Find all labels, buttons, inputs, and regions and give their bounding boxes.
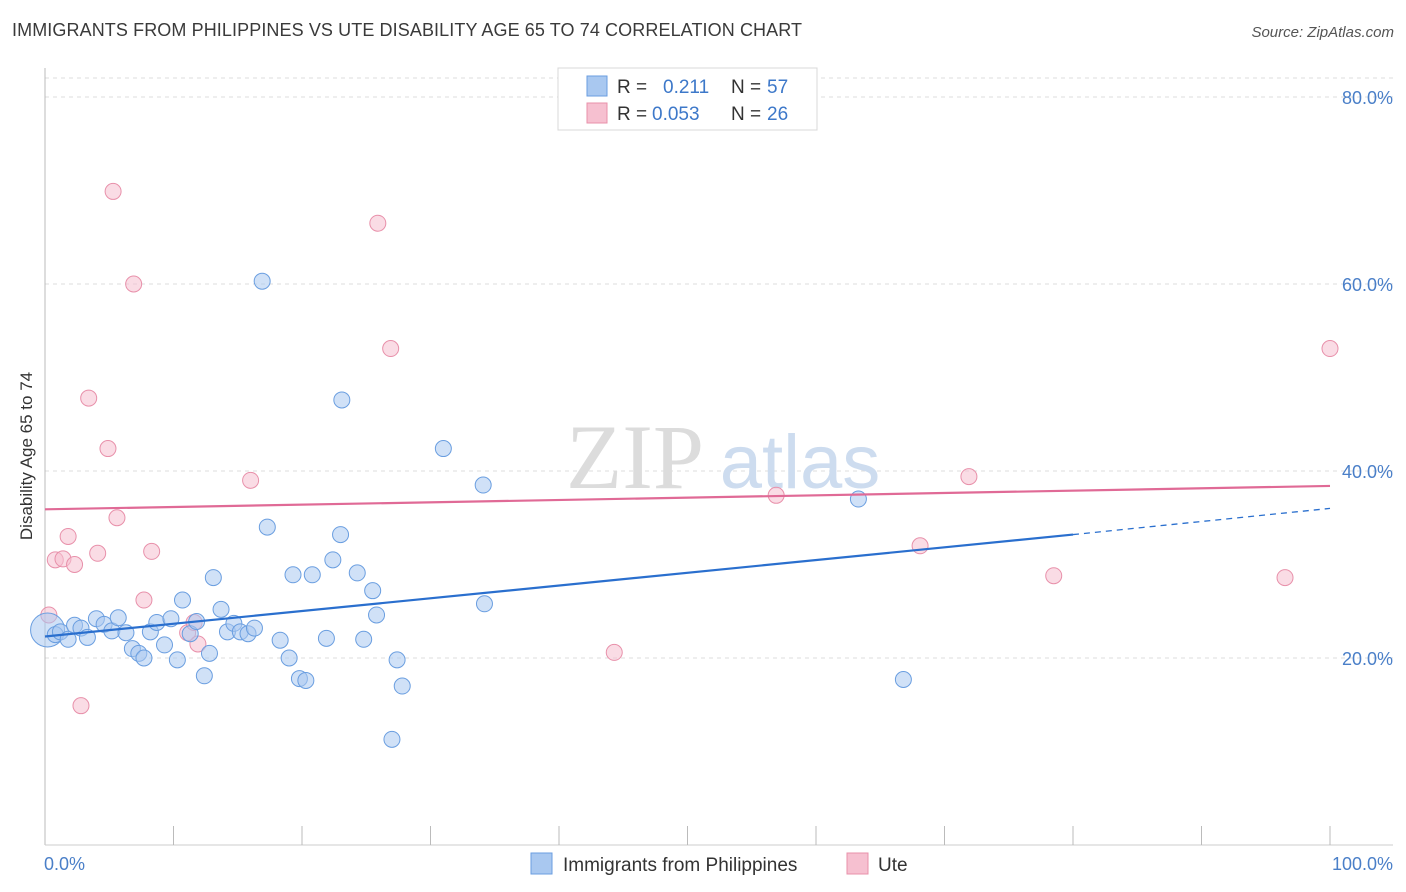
ute-point-3 (59, 527, 77, 545)
philippines-trend-line (44, 533, 1074, 638)
series-legend: Immigrants from Philippines Ute (530, 852, 908, 876)
y-axis-title: Disability Age 65 to 74 (17, 372, 36, 540)
bottom-legend-swatch-blue (530, 852, 553, 875)
ute-point-5 (72, 697, 90, 715)
chart-title: IMMIGRANTS FROM PHILIPPINES VS UTE DISAB… (12, 20, 803, 40)
philippines-point-32 (253, 272, 271, 290)
philippines-point-16 (148, 613, 166, 631)
philippines-point-38 (297, 671, 315, 689)
ute-point-7 (89, 544, 107, 562)
philippines-point-31 (245, 619, 263, 637)
y-tick-label-40: 40.0% (1342, 462, 1393, 482)
philippines-point-19 (168, 651, 186, 669)
ute-point-13 (143, 542, 161, 560)
legend-n-label-pink: N = (731, 104, 761, 125)
ute-point-4 (66, 556, 84, 573)
ute-point-8 (99, 440, 117, 458)
series-immigrants-from-philippines (30, 272, 912, 748)
x-tick-label-max: 100.0% (1332, 854, 1393, 874)
philippines-trend-line-extension (1072, 507, 1331, 536)
philippines-point-55 (894, 671, 912, 689)
ute-point-17 (242, 471, 260, 489)
ute-point-19 (382, 340, 400, 358)
philippines-point-45 (355, 630, 373, 648)
ute-trend-line (44, 484, 1331, 511)
philippines-point-44 (348, 564, 366, 582)
legend-n-value-pink: 26 (767, 104, 788, 125)
philippines-point-47 (368, 606, 386, 624)
y-tick-labels: 20.0% 40.0% 60.0% 80.0% (1342, 88, 1393, 669)
philippines-point-40 (317, 629, 335, 647)
watermark-atlas: atlas (720, 420, 881, 505)
ute-point-23 (960, 468, 978, 486)
bottom-legend-swatch-pink (846, 852, 869, 875)
philippines-point-14 (135, 649, 153, 667)
philippines-point-39 (303, 566, 321, 584)
y-tick-label-80: 80.0% (1342, 88, 1393, 108)
bottom-legend-label-pink: Ute (878, 855, 908, 876)
ute-point-24 (1045, 567, 1063, 585)
y-tick-label-60: 60.0% (1342, 275, 1393, 295)
philippines-point-33 (258, 518, 276, 536)
philippines-point-36 (284, 566, 302, 584)
ute-point-9 (104, 182, 122, 200)
philippines-point-43 (333, 391, 351, 409)
ute-point-20 (605, 643, 623, 661)
ute-point-18 (369, 214, 387, 232)
philippines-point-50 (393, 677, 411, 695)
philippines-point-51 (434, 440, 452, 458)
ute-point-26 (1321, 340, 1339, 358)
philippines-point-42 (332, 526, 350, 544)
philippines-point-25 (204, 569, 222, 587)
x-tick-label-min: 0.0% (44, 854, 85, 874)
watermark: ZIP atlas (566, 406, 880, 508)
philippines-point-41 (324, 551, 342, 569)
legend-swatch-pink (586, 102, 608, 124)
philippines-point-53 (475, 595, 493, 613)
gridlines (45, 77, 1393, 659)
philippines-point-48 (383, 730, 401, 748)
bottom-legend-label-blue: Immigrants from Philippines (563, 855, 797, 876)
philippines-point-20 (173, 591, 191, 609)
legend-r-value-pink: 0.053 (652, 104, 700, 125)
philippines-point-46 (364, 582, 382, 600)
legend-r-value-blue: 0.211 (663, 77, 709, 98)
ute-point-10 (108, 509, 126, 527)
source-label: Source: ZipAtlas.com (1251, 24, 1394, 41)
ute-point-6 (80, 389, 98, 407)
legend-r-label-blue: R = (617, 77, 647, 98)
legend-n-value-blue: 57 (767, 77, 788, 98)
legend-swatch-blue (586, 75, 608, 97)
ute-point-25 (1276, 569, 1294, 587)
philippines-point-35 (280, 649, 298, 667)
trend-lines (44, 484, 1331, 638)
philippines-point-34 (271, 631, 289, 649)
philippines-point-10 (109, 609, 127, 627)
philippines-point-52 (474, 476, 492, 494)
ute-point-11 (125, 275, 143, 293)
philippines-point-17 (156, 636, 174, 654)
x-axis-ticks (173, 826, 1331, 845)
philippines-point-49 (388, 651, 406, 669)
ute-point-12 (135, 591, 153, 609)
legend-n-label-blue: N = (731, 77, 761, 98)
legend-r-label-pink: R = (617, 104, 647, 125)
y-tick-label-20: 20.0% (1342, 649, 1393, 669)
stats-legend: R = 0.211 N = 57 R = 0.053 N = 26 (557, 67, 818, 131)
watermark-zip: ZIP (566, 406, 704, 508)
philippines-point-23 (195, 667, 213, 685)
philippines-point-26 (212, 600, 230, 618)
philippines-point-24 (200, 644, 218, 662)
